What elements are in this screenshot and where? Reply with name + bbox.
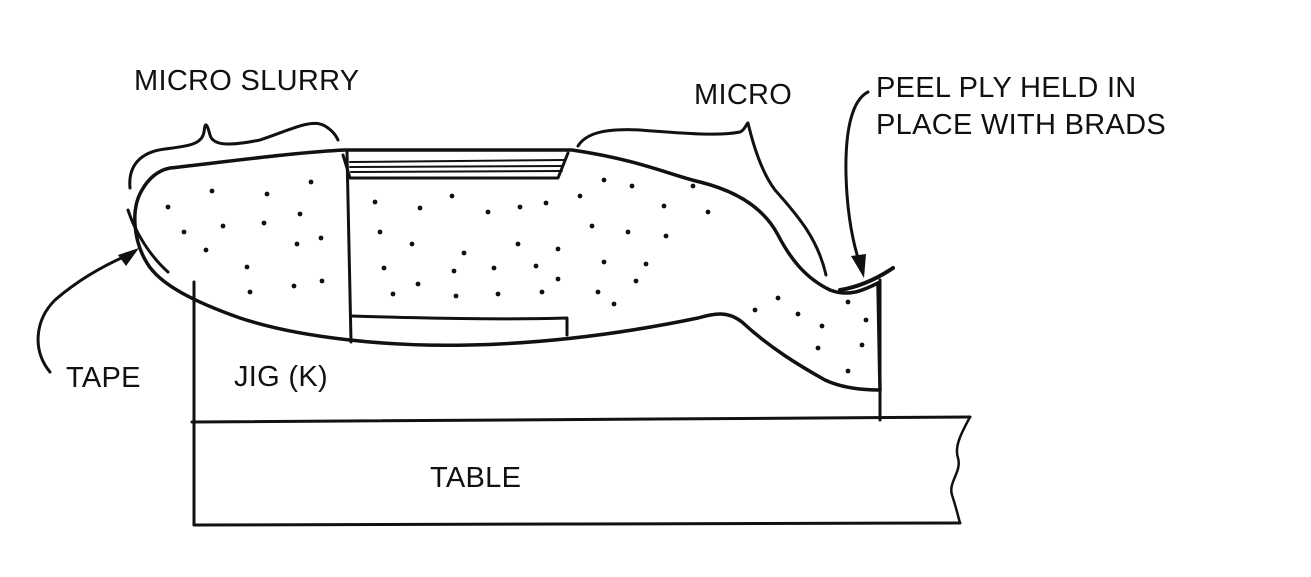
stipple-dot xyxy=(533,263,539,269)
stipple-dot xyxy=(555,246,561,252)
stipple-dot xyxy=(625,229,631,235)
tape-strip xyxy=(126,208,170,274)
stipple-dot xyxy=(181,229,187,235)
micro-brace xyxy=(576,121,828,277)
stipple-dot xyxy=(491,265,497,271)
stipple-dot xyxy=(377,229,383,235)
label-jig: JIG (K) xyxy=(234,361,328,393)
stipple-dot xyxy=(453,293,459,299)
core-joint-left xyxy=(345,150,353,344)
table-break-line xyxy=(950,415,972,525)
stipple-dot xyxy=(543,200,549,206)
labels: MICRO SLURRY MICRO PEEL PLY HELD IN PLAC… xyxy=(66,65,1166,494)
stipple-dot xyxy=(247,289,253,295)
stipple-dot xyxy=(863,317,869,323)
stipple-dot xyxy=(705,209,711,215)
stipple-dot xyxy=(461,250,467,256)
stipple-dot xyxy=(409,241,415,247)
stipple-dot xyxy=(690,183,696,189)
stipple-dot xyxy=(495,291,501,297)
stipple-dot xyxy=(515,241,521,247)
tape-leader xyxy=(36,253,130,374)
stipple-dot xyxy=(261,220,267,226)
stipple-dot xyxy=(539,289,545,295)
micro-slurry-brace xyxy=(128,121,340,190)
stipple-dot xyxy=(209,188,215,194)
stipple-dot xyxy=(451,268,457,274)
stipple-dot xyxy=(517,204,523,210)
airfoil-part xyxy=(126,148,895,392)
label-peel-ply-line2: PLACE WITH BRADS xyxy=(876,109,1166,141)
tape-arrowhead xyxy=(118,248,139,266)
stipple-dot xyxy=(795,311,801,317)
stipple-dot xyxy=(291,283,297,289)
stipple-dot xyxy=(845,368,851,374)
stipple-dot xyxy=(577,193,583,199)
spar-cap-layers xyxy=(349,159,565,173)
part-outline xyxy=(133,148,882,392)
stipple-dot xyxy=(381,265,387,271)
stipple-dot xyxy=(752,307,758,313)
label-peel-ply-line1: PEEL PLY HELD IN xyxy=(876,72,1137,104)
stipple-dot xyxy=(633,278,639,284)
label-micro: MICRO xyxy=(694,79,792,111)
stipple-dot xyxy=(318,235,324,241)
stipple-dot xyxy=(485,209,491,215)
stipple-dot xyxy=(601,259,607,265)
stipple-dot xyxy=(589,223,595,229)
stipple-dot xyxy=(449,193,455,199)
braces xyxy=(128,121,828,277)
stipple-dot xyxy=(372,199,378,205)
stipple-dot xyxy=(595,289,601,295)
stipple-dot xyxy=(415,281,421,287)
stipple-dot xyxy=(845,299,851,305)
leaders xyxy=(36,90,870,374)
stipple-dot xyxy=(417,205,423,211)
stipple-dot xyxy=(264,191,270,197)
micro-stipple-dots xyxy=(165,177,869,374)
stipple-dot xyxy=(165,204,171,210)
stipple-dot xyxy=(297,211,303,217)
peel-ply-leader xyxy=(844,90,870,260)
label-tape: TAPE xyxy=(66,362,141,394)
peel-ply xyxy=(838,266,895,292)
stipple-dot xyxy=(601,177,607,183)
table-bottom-edge xyxy=(192,521,962,527)
stipple-dot xyxy=(555,276,561,282)
stipple-dot xyxy=(663,233,669,239)
stipple-dot xyxy=(815,345,821,351)
stipple-dot xyxy=(629,183,635,189)
stipple-dot xyxy=(203,247,209,253)
stipple-dot xyxy=(775,295,781,301)
stipple-dot xyxy=(308,179,314,185)
stipple-dot xyxy=(220,223,226,229)
stipple-dot xyxy=(661,203,667,209)
stipple-dot xyxy=(319,278,325,284)
stipple-dot xyxy=(294,241,300,247)
stipple-dot xyxy=(859,342,865,348)
stipple-dot xyxy=(643,261,649,267)
peel-ply-arrowhead xyxy=(851,254,866,278)
stipple-dot xyxy=(819,323,825,329)
stipple-dot xyxy=(244,264,250,270)
spar-cap-bottom xyxy=(349,314,569,337)
label-table: TABLE xyxy=(430,462,521,494)
label-micro-slurry: MICRO SLURRY xyxy=(134,65,359,97)
stipple-dot xyxy=(390,291,396,297)
table-top-edge xyxy=(190,415,972,424)
table xyxy=(190,280,972,527)
stipple-dot xyxy=(611,301,617,307)
